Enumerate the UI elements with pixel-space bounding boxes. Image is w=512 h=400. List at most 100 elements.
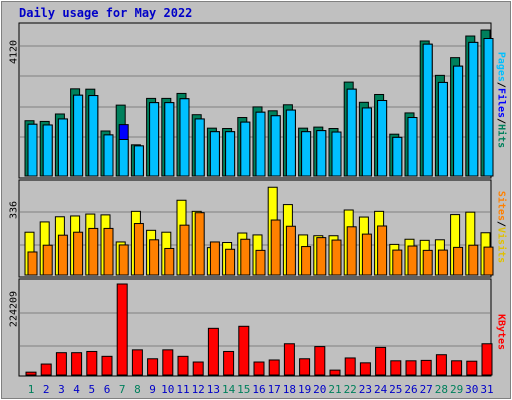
kbytes-bar: [268, 359, 280, 376]
pages-bar: [407, 117, 418, 177]
sites-bar: [377, 225, 388, 276]
pages-bar: [225, 131, 236, 177]
pages-bar: [149, 102, 160, 177]
legend-pages: Pages: [495, 51, 507, 82]
pages-bar: [73, 94, 84, 177]
pages-bar: [331, 131, 342, 177]
day-label: 3: [58, 383, 65, 396]
pages-bar: [346, 88, 357, 177]
sites-bar: [316, 237, 327, 276]
kbytes-bar: [314, 346, 326, 376]
kbytes-bar: [238, 325, 250, 376]
pages-bar: [118, 139, 129, 177]
kbytes-bar: [299, 358, 311, 376]
pages-bar: [483, 38, 494, 177]
day-label: 1: [27, 383, 35, 396]
sites-bar: [285, 225, 296, 276]
kbytes-bar: [344, 357, 356, 376]
day-label: 16: [252, 383, 266, 396]
kbytes-bar: [55, 352, 67, 376]
day-label: 15: [237, 383, 251, 396]
kbytes-max-label: 224209: [8, 290, 20, 328]
kbytes-bar: [192, 361, 204, 376]
sites-bar: [361, 233, 372, 276]
kbytes-bar: [481, 343, 493, 376]
day-label: 13: [206, 383, 221, 396]
day-label: 26: [404, 383, 418, 396]
kbytes-bar: [420, 359, 432, 376]
day-label: 18: [282, 383, 297, 396]
kbytes-bar: [359, 362, 371, 376]
day-label: 19: [297, 383, 312, 396]
sites-bar: [331, 239, 342, 276]
kbytes-bar: [147, 358, 159, 376]
legend-kbytes-label: KBytes: [495, 313, 507, 351]
kbytes-bar: [101, 355, 113, 376]
day-label: 24: [373, 383, 388, 396]
sites-bar: [255, 249, 266, 276]
pages-bar: [270, 115, 281, 177]
day-label: 10: [161, 383, 175, 396]
kbytes-bar: [177, 355, 189, 376]
sites-bar: [164, 247, 175, 276]
sites-bar: [422, 249, 433, 276]
sites-bar: [118, 244, 129, 276]
pages-bar: [103, 134, 114, 177]
pages-bar: [255, 111, 266, 177]
day-label: 27: [419, 383, 433, 396]
legend-sites: Sites: [495, 190, 507, 221]
kbytes-bar: [390, 360, 402, 376]
sites-bar: [133, 223, 144, 276]
kbytes-bar: [451, 360, 463, 376]
pages-bar: [133, 145, 144, 177]
legend-visits: Visits: [495, 227, 507, 264]
sites-bar: [209, 241, 220, 276]
kbytes-bar: [435, 354, 447, 376]
day-label: 11: [176, 383, 190, 396]
pages-bar: [468, 41, 479, 177]
sites-bar: [483, 246, 494, 276]
day-label: 30: [465, 383, 479, 396]
legend-hits: Hits: [495, 124, 507, 149]
sites-bar: [194, 212, 205, 276]
kbytes-bar: [40, 363, 52, 376]
sites-bar: [57, 234, 68, 276]
day-label: 4: [73, 383, 80, 396]
pages-bar: [453, 65, 464, 177]
day-label: 14: [221, 383, 236, 396]
pages-bar: [361, 107, 372, 177]
sites-bar: [42, 244, 53, 276]
day-label: 17: [267, 383, 281, 396]
chart-bars: [24, 29, 494, 376]
day-label: 22: [343, 383, 357, 396]
day-label: 23: [358, 383, 373, 396]
pages-bar: [392, 136, 403, 177]
sites-bar: [392, 249, 403, 276]
pages-bar: [27, 123, 38, 177]
day-label: 25: [389, 383, 403, 396]
pages-bar: [285, 109, 296, 177]
sites-bar: [73, 231, 84, 276]
pages-bar: [316, 130, 327, 177]
pages-bar: [240, 121, 251, 177]
pages-bar: [42, 124, 53, 177]
pages-bar: [377, 100, 388, 177]
day-label: 20: [313, 383, 327, 396]
pages-bar: [209, 131, 220, 177]
sites-bar: [225, 248, 236, 276]
kbytes-bar: [375, 346, 387, 376]
legend-kbytes: KBytes: [494, 282, 508, 382]
pages-bar: [301, 131, 312, 177]
day-label: 21: [328, 383, 342, 396]
visits-max-label: 336: [8, 200, 20, 220]
kbytes-bar: [253, 361, 265, 376]
kbytes-bar: [405, 360, 417, 376]
kbytes-bar: [283, 343, 295, 376]
sites-bar: [468, 244, 479, 276]
day-label: 28: [434, 383, 449, 396]
sites-bar: [407, 245, 418, 276]
pages-bar: [164, 102, 175, 177]
day-label: 7: [118, 383, 126, 396]
legend-pages-files-hits: Pages/Files/Hits: [494, 25, 508, 175]
